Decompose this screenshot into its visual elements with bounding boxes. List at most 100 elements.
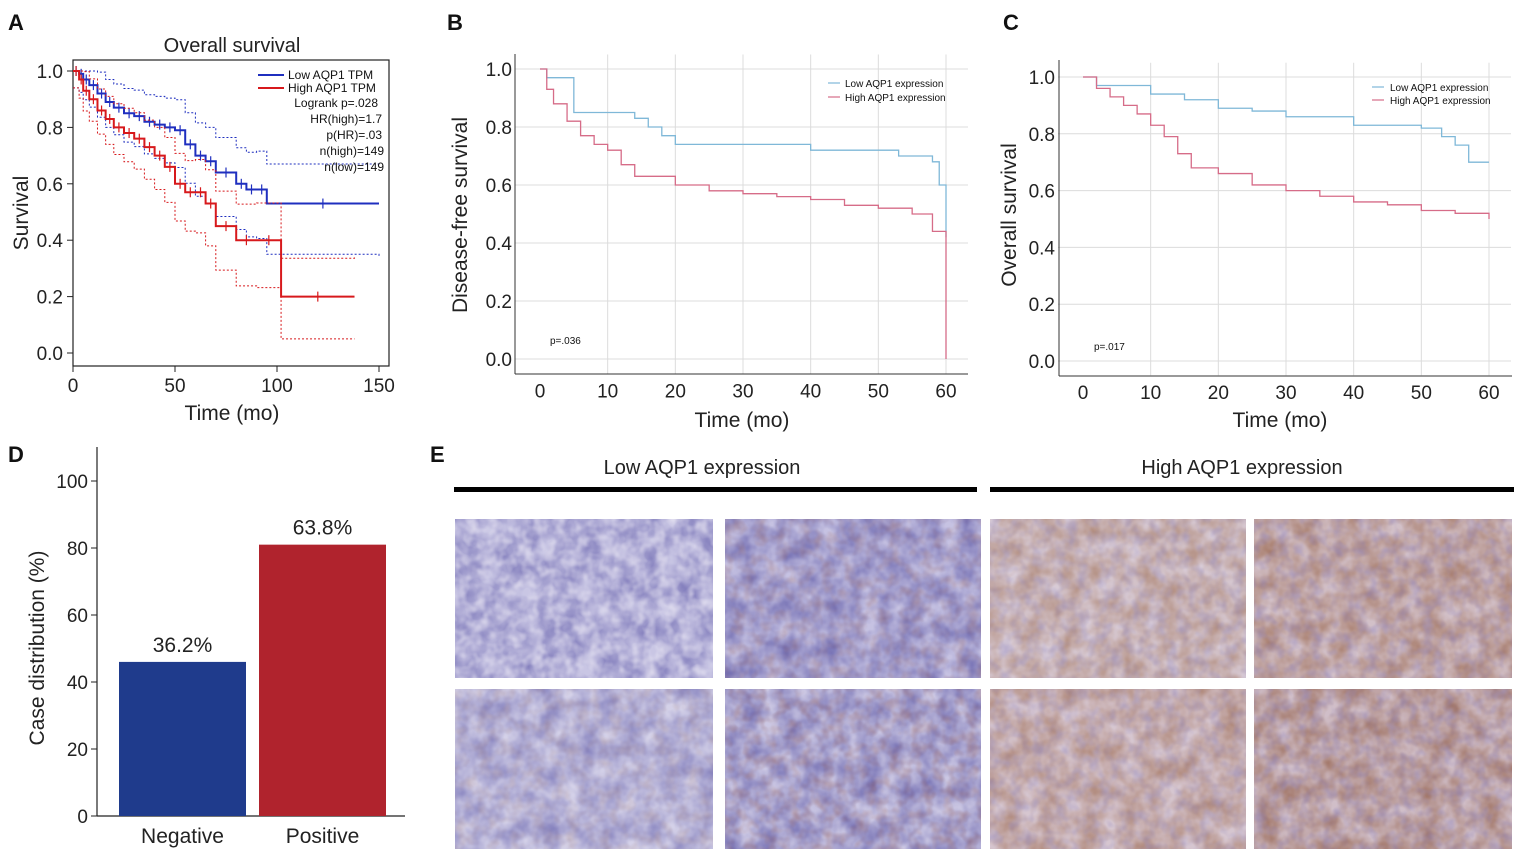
panel-b-xtick-label: 50	[868, 382, 889, 403]
panel-b-series-line-1	[540, 68, 947, 359]
panel-a-ytick-label: 0.4	[37, 231, 64, 252]
panel-a-ytick-label: 0.8	[37, 118, 63, 139]
bar-high-expression	[990, 487, 1514, 492]
bar-category-label: Positive	[286, 825, 360, 848]
panel-c-ytick-label: 0.6	[1029, 182, 1055, 203]
panel-a-chart: Overall survival 0 50 100 150 0.0 0.2 0.4 0.6 0.…	[10, 35, 395, 425]
legend-low-tpm: Low AQP1 TPM	[288, 68, 373, 82]
stat-p-hr: p(HR)=.03	[326, 128, 382, 142]
stat-hr: HR(high)=1.7	[310, 112, 382, 126]
panel-c-xtick-label: 0	[1078, 383, 1089, 404]
panel-a-ci-upper-1	[73, 70, 356, 259]
panel-c-xtick-label: 50	[1411, 383, 1432, 404]
legend-c-high: High AQP1 expression	[1390, 96, 1491, 107]
panel-c-xtick-label: 40	[1343, 383, 1364, 404]
panel-d-ytick-label: 80	[67, 539, 88, 560]
bar-value-label: 63.8%	[293, 517, 353, 540]
panel-b-ytick-label: 1.0	[486, 60, 512, 81]
legend-b-low: Low AQP1 expression	[845, 79, 943, 90]
panel-d-ylabel: Case distribution (%)	[26, 551, 49, 746]
panel-b-ylabel: Disease-free survival	[449, 117, 472, 313]
panel-c-series-line-0	[1083, 76, 1489, 163]
panel-a-xtick-label: 150	[363, 376, 395, 397]
panel-a-ylabel: Survival	[10, 176, 33, 251]
header-low-expression: Low AQP1 expression	[604, 457, 801, 479]
panel-b-xtick-label: 30	[732, 382, 753, 403]
panel-b-xtick-label: 10	[597, 382, 618, 403]
panel-a-xlabel: Time (mo)	[185, 402, 280, 425]
panel-label-b: B	[447, 10, 463, 35]
panel-a-xtick-label: 100	[261, 376, 293, 397]
legend-b-high: High AQP1 expression	[845, 93, 946, 104]
legend-high-tpm: High AQP1 TPM	[288, 81, 376, 95]
stat-logrank: Logrank p=.028	[294, 96, 378, 110]
panel-b-ytick-label: 0.6	[486, 176, 512, 197]
panel-b-xtick-label: 40	[800, 382, 821, 403]
panel-a-ci-lower-1	[73, 87, 355, 340]
panel-d-ytick-label: 20	[67, 740, 88, 761]
tissue-image-high-1	[990, 519, 1246, 678]
panel-a-frame	[72, 59, 390, 367]
panel-label-a: A	[8, 10, 24, 35]
panel-b-ytick-label: 0.0	[486, 350, 512, 371]
panel-d-ytick-label: 100	[56, 472, 88, 493]
panel-c-xlabel: Time (mo)	[1233, 409, 1328, 432]
tissue-image-high-3	[990, 689, 1246, 849]
panel-a-xtick-label: 50	[164, 376, 185, 397]
panel-c-ytick-label: 1.0	[1029, 68, 1055, 89]
panel-c-ytick-label: 0.8	[1029, 125, 1055, 146]
panel-c-series-line-1	[1083, 76, 1490, 219]
panel-c-xtick-label: 20	[1208, 383, 1229, 404]
panel-a-series-line-0	[73, 70, 379, 205]
panel-a-ytick-label: 0.6	[37, 175, 63, 196]
panel-b-ytick-label: 0.4	[486, 234, 513, 255]
panel-c-xtick-label: 60	[1478, 383, 1499, 404]
panel-d-ytick-label: 40	[67, 673, 88, 694]
bar-category-label: Negative	[141, 825, 224, 848]
bar-positive	[259, 544, 386, 816]
panel-c-chart: 0 10 20 30 40 50 60 0.0 0.2 0.4 0.6 0.8 1.0 Low AQP1…	[998, 60, 1512, 432]
panel-b-xlabel: Time (mo)	[695, 409, 790, 432]
tissue-image-high-4	[1254, 689, 1512, 849]
panel-label-d: D	[8, 442, 24, 467]
panel-c-ylabel: Overall survival	[998, 143, 1021, 287]
panel-b-chart: 0 10 20 30 40 50 60 0.0 0.2 0.4 0.6 0.8 1.0 Low AQP1…	[449, 54, 968, 432]
panel-b-pvalue: p=.036	[550, 336, 581, 347]
tissue-image-low-4	[725, 689, 981, 849]
panel-e-histology: Low AQP1 expression High AQP1 expression	[454, 457, 1514, 849]
tissue-image-low-1	[455, 519, 713, 678]
header-high-expression: High AQP1 expression	[1141, 457, 1342, 479]
panel-b-ytick-label: 0.8	[486, 118, 512, 139]
panel-a-ci-upper-0	[73, 70, 380, 165]
panel-b-xtick-label: 60	[935, 382, 956, 403]
panel-b-xtick-label: 20	[665, 382, 686, 403]
panel-b-xtick-label: 0	[535, 382, 546, 403]
panel-label-e: E	[430, 442, 445, 467]
panel-a-ytick-label: 1.0	[37, 62, 63, 83]
bar-negative	[119, 661, 246, 816]
panel-a-title: Overall survival	[164, 35, 301, 57]
panel-a-ytick-label: 0.2	[37, 288, 63, 309]
panel-c-xtick-label: 30	[1275, 383, 1296, 404]
panel-c-ytick-label: 0.2	[1029, 295, 1055, 316]
panel-c-xtick-label: 10	[1140, 383, 1161, 404]
panel-a-xtick-label: 0	[68, 376, 79, 397]
panel-label-c: C	[1003, 10, 1019, 35]
legend-c-low: Low AQP1 expression	[1390, 83, 1488, 94]
panel-c-pvalue: p=.017	[1094, 342, 1125, 353]
tissue-image-low-2	[725, 519, 981, 678]
stat-n-low: n(low)=149	[324, 160, 384, 174]
tissue-image-low-3	[455, 689, 713, 849]
bar-low-expression	[454, 487, 977, 492]
panel-c-ytick-label: 0.0	[1029, 352, 1055, 373]
bar-value-label: 36.2%	[153, 634, 213, 657]
panel-b-series-line-0	[540, 68, 947, 238]
panel-c-ytick-label: 0.4	[1029, 238, 1056, 259]
panel-b-ytick-label: 0.2	[486, 292, 512, 313]
panel-d-ytick-label: 0	[77, 807, 88, 828]
stat-n-high: n(high)=149	[320, 144, 385, 158]
panel-d-ytick-label: 60	[67, 606, 88, 627]
tissue-image-high-2	[1254, 519, 1512, 678]
